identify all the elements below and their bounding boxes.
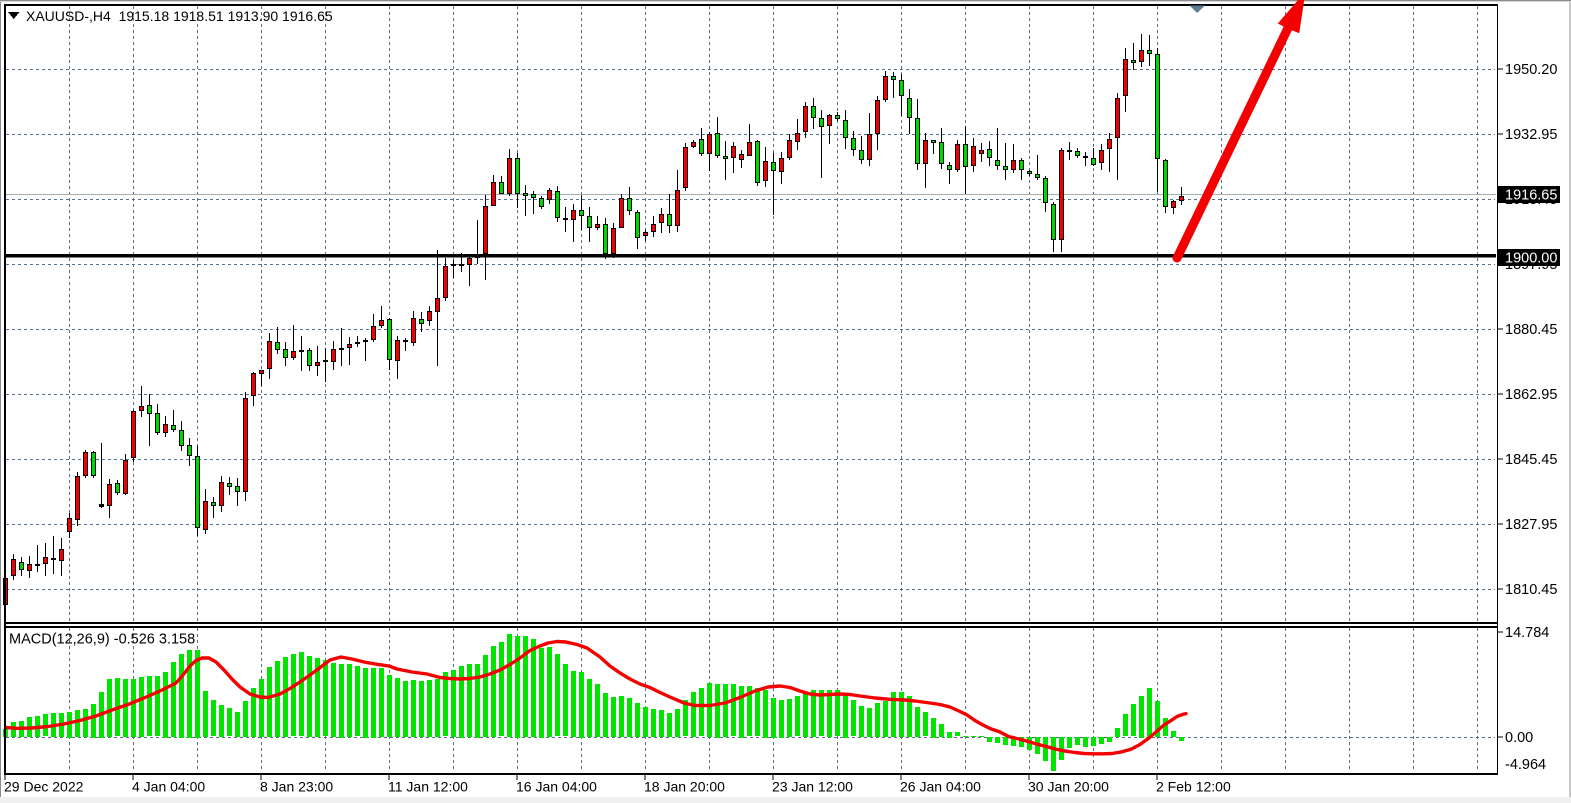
svg-text:2 Feb 12:00: 2 Feb 12:00 [1156, 779, 1231, 795]
svg-text:1862.95: 1862.95 [1505, 387, 1557, 403]
svg-text:0.00: 0.00 [1505, 730, 1533, 746]
svg-text:1827.95: 1827.95 [1505, 517, 1557, 533]
svg-text:1950.20: 1950.20 [1505, 62, 1557, 78]
svg-text:XAUUSD-,H4 1915.18 1918.51 19: XAUUSD-,H4 1915.18 1918.51 1913.90 1916.… [26, 8, 333, 24]
svg-text:8 Jan 23:00: 8 Jan 23:00 [260, 779, 333, 795]
svg-text:1880.45: 1880.45 [1505, 322, 1557, 338]
svg-text:1932.95: 1932.95 [1505, 127, 1557, 143]
svg-text:4 Jan 04:00: 4 Jan 04:00 [132, 779, 205, 795]
svg-text:18 Jan 20:00: 18 Jan 20:00 [644, 779, 725, 795]
svg-text:1900.00: 1900.00 [1505, 251, 1557, 267]
svg-text:MACD(12,26,9) -0.526 3.158: MACD(12,26,9) -0.526 3.158 [9, 632, 195, 648]
svg-text:-4.964: -4.964 [1505, 757, 1546, 773]
svg-text:26 Jan 04:00: 26 Jan 04:00 [900, 779, 981, 795]
svg-text:23 Jan 12:00: 23 Jan 12:00 [772, 779, 853, 795]
svg-text:30 Jan 20:00: 30 Jan 20:00 [1028, 779, 1109, 795]
svg-text:14.784: 14.784 [1505, 625, 1549, 641]
svg-text:1845.45: 1845.45 [1505, 452, 1557, 468]
svg-text:1810.45: 1810.45 [1505, 582, 1557, 598]
svg-text:11 Jan 12:00: 11 Jan 12:00 [388, 779, 468, 795]
svg-text:29 Dec 2022: 29 Dec 2022 [4, 779, 84, 795]
svg-text:1916.65: 1916.65 [1505, 188, 1557, 204]
svg-text:16 Jan 04:00: 16 Jan 04:00 [516, 779, 597, 795]
